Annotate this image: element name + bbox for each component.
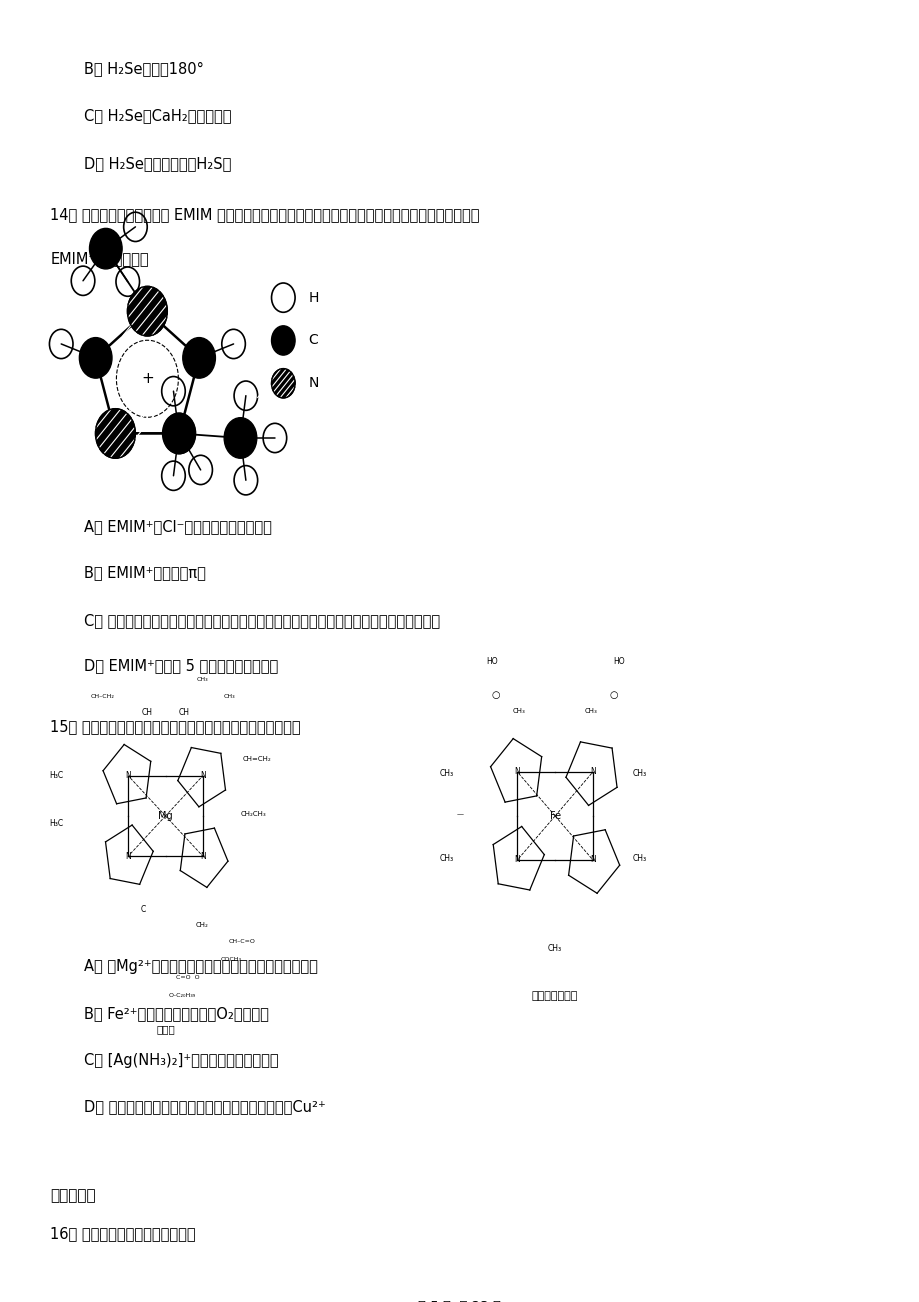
Text: D． H₂Se的稳定性大于H₂S的: D． H₂Se的稳定性大于H₂S的 [84,156,231,171]
Text: N: N [199,771,206,780]
Text: O–C₂₀H₃₉: O–C₂₀H₃₉ [168,993,195,999]
Text: N: N [125,771,130,780]
Text: H₃C: H₃C [49,819,63,828]
Text: CH₃: CH₃ [631,769,645,779]
Text: CH₃: CH₃ [439,854,453,863]
Text: COCH₃: COCH₃ [220,957,241,962]
Text: —: — [456,811,463,816]
Circle shape [271,326,295,355]
Text: B． EMIM⁺中存在大π键: B． EMIM⁺中存在大π键 [84,565,206,579]
Text: EMIM⁺说法错误的是: EMIM⁺说法错误的是 [51,251,149,267]
Circle shape [163,413,195,453]
Text: B． H₂Se键角为180°: B． H₂Se键角为180° [84,61,204,76]
Text: C=O  O: C=O O [176,975,199,980]
Text: CH₃: CH₃ [631,854,645,863]
Text: N: N [199,852,206,861]
Text: 14． 某离子液体中的阳离子 EMIM 结构如图所示。离子液体是低温或室温燕融盐，下列有关离子液体或: 14． 某离子液体中的阳离子 EMIM 结构如图所示。离子液体是低温或室温燕融盐… [51,207,480,223]
Text: CH₃: CH₃ [223,694,234,699]
Text: 第 5 页  共 23 页: 第 5 页 共 23 页 [418,1301,501,1302]
Text: D． 向溶液中逐滴加入氨水，可除去确酸銀溶液中的Cu²⁺: D． 向溶液中逐滴加入氨水，可除去确酸銀溶液中的Cu²⁺ [84,1099,325,1113]
Text: CH₃: CH₃ [197,677,209,682]
Text: ○: ○ [609,690,618,699]
Text: H: H [309,290,319,305]
Text: 16． 分子的极性对物质性质的影响: 16． 分子的极性对物质性质的影响 [51,1226,196,1241]
Text: CH–CH₂: CH–CH₂ [90,694,114,699]
Circle shape [96,409,135,458]
Text: CH₂CH₃: CH₂CH₃ [241,811,267,816]
Text: +: + [141,371,153,387]
Text: CH₂: CH₂ [195,923,208,928]
Text: 叶绻素: 叶绻素 [156,1025,175,1034]
Text: CH: CH [178,707,189,716]
Text: A． EMIM⁺与Cl⁻形成的离子液体可导电: A． EMIM⁺与Cl⁻形成的离子液体可导电 [84,519,271,535]
Text: N: N [309,376,319,391]
Text: C: C [140,905,145,914]
Text: 血红素结构简式: 血红素结构简式 [531,991,578,1000]
Text: N: N [514,855,520,865]
Text: C． [Ag(NH₃)₂]⁺是化学镀銀的有效成分: C． [Ag(NH₃)₂]⁺是化学镀銀的有效成分 [84,1052,278,1068]
Text: 15． 配合物在许多方面有着广泛的应用．下列叙述不正确的是: 15． 配合物在许多方面有着广泛的应用．下列叙述不正确的是 [51,719,301,734]
Text: Mg: Mg [158,811,173,822]
Text: CH₃: CH₃ [439,769,453,779]
Text: CH–C=O: CH–C=O [229,939,255,944]
Text: HO: HO [485,656,497,665]
Circle shape [163,413,196,453]
Circle shape [79,337,112,378]
Text: HO: HO [612,656,624,665]
Text: C: C [309,333,318,348]
Text: D． EMIM⁺中存在 5 种不同环境的氢原子: D． EMIM⁺中存在 5 种不同环境的氢原子 [84,659,278,673]
Text: B． Fe²⁺的卦啸配合物是输送O₂的血红素: B． Fe²⁺的卦啸配合物是输送O₂的血红素 [84,1006,268,1021]
Circle shape [128,286,167,336]
Text: ○: ○ [492,690,500,699]
Text: C． 离子液体中存在阴、阳离子间的静电作用，由于阴阳离子大小差异较大，因此强度不大: C． 离子液体中存在阴、阳离子间的静电作用，由于阴阳离子大小差异较大，因此强度不… [84,613,439,628]
Text: A． 以Mg²⁺为中心的大环配合物叶绻素能催化光合作用: A． 以Mg²⁺为中心的大环配合物叶绻素能催化光合作用 [84,960,317,974]
Text: CH=CH₂: CH=CH₂ [243,755,271,762]
Text: CH₃: CH₃ [512,708,525,715]
Circle shape [271,368,295,398]
Text: N: N [514,767,520,776]
Text: 二、填空题: 二、填空题 [51,1187,96,1203]
Text: H₃C: H₃C [49,771,63,780]
Text: CH: CH [142,707,153,716]
Text: N: N [589,767,596,776]
Text: N: N [125,852,130,861]
Text: C． H₂Se与CaH₂都含共价键: C． H₂Se与CaH₂都含共价键 [84,108,232,124]
Text: CH₃: CH₃ [548,944,562,953]
Text: CH₃: CH₃ [584,708,597,715]
Text: N: N [589,855,596,865]
Circle shape [224,418,256,458]
Text: Fe: Fe [549,811,560,822]
Circle shape [183,337,215,378]
Circle shape [89,228,122,270]
